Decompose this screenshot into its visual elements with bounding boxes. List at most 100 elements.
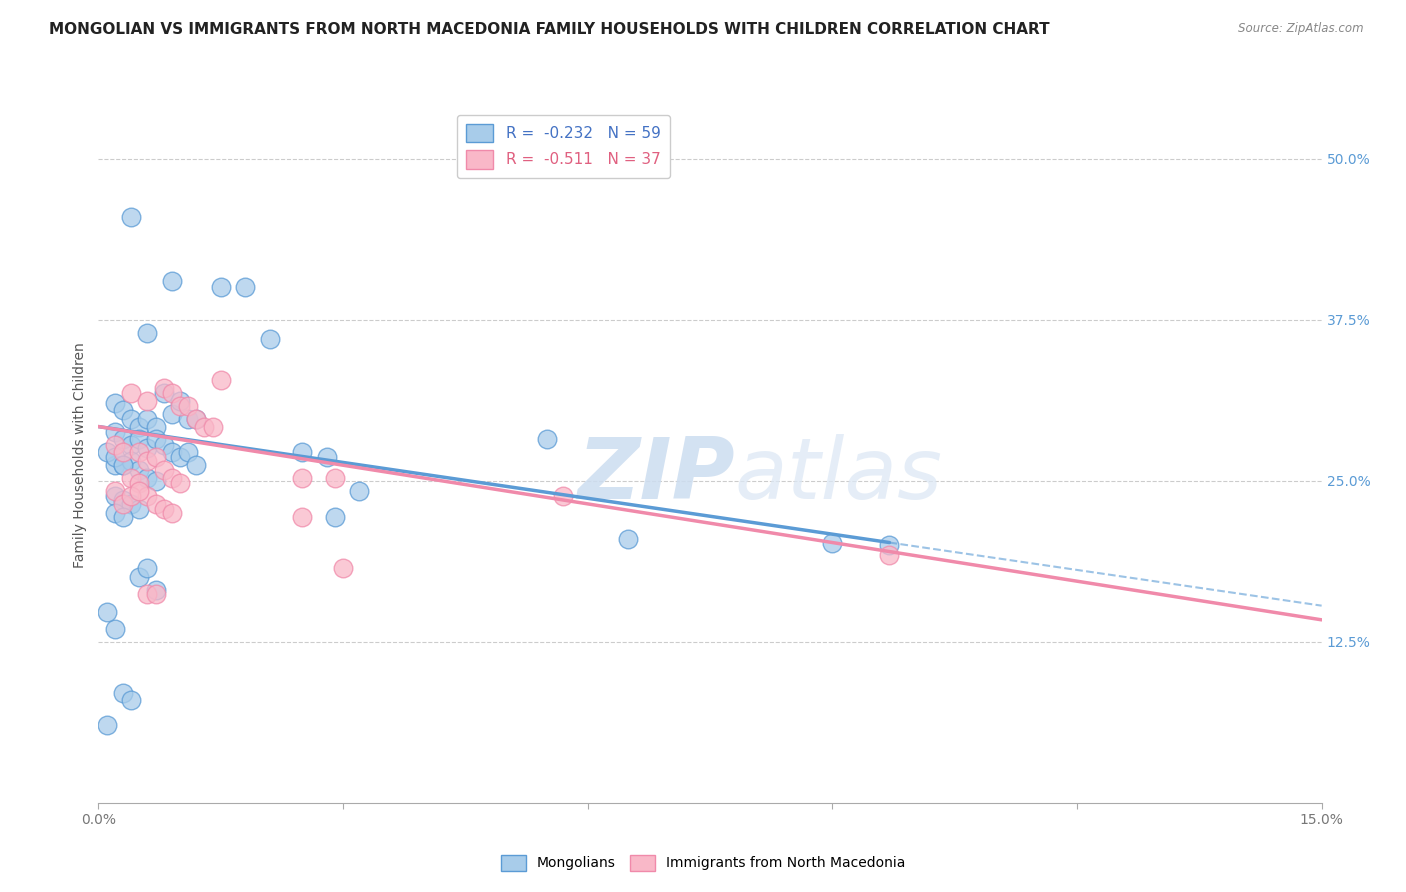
Point [120,692,142,706]
Point [128,502,150,516]
Point [323,509,346,524]
Point [169,399,191,413]
Text: atlas: atlas [734,434,942,517]
Point [111,402,134,417]
Point [152,463,174,477]
Point [128,419,150,434]
Point [145,450,167,465]
Point [323,471,346,485]
Y-axis label: Family Households with Children: Family Households with Children [73,342,87,568]
Point [104,489,127,503]
Point [145,587,167,601]
Point [136,489,159,503]
Point [186,412,208,426]
Point [186,412,208,426]
Point [177,445,200,459]
Point [553,489,575,503]
Point [104,396,127,410]
Point [120,489,142,503]
Point [152,437,174,451]
Point [111,509,134,524]
Point [536,433,558,447]
Point [169,476,191,491]
Point [617,532,640,546]
Point [291,445,314,459]
Point [120,471,142,485]
Point [111,458,134,473]
Point [104,437,127,451]
Point [120,412,142,426]
Point [177,412,200,426]
Point [136,412,159,426]
Point [152,502,174,516]
Point [186,458,208,473]
Point [104,622,127,636]
Point [145,474,167,488]
Point [111,493,134,508]
Point [104,458,127,473]
Point [193,419,215,434]
Point [169,393,191,408]
Point [136,326,159,340]
Point [120,210,142,224]
Point [145,497,167,511]
Point [152,386,174,401]
Point [120,454,142,468]
Point [136,454,159,468]
Point [120,437,142,451]
Point [169,450,191,465]
Legend: R =  -0.232   N = 59, R =  -0.511   N = 37: R = -0.232 N = 59, R = -0.511 N = 37 [457,115,669,178]
Point [160,445,183,459]
Point [128,445,150,459]
Point [111,445,134,459]
Point [128,433,150,447]
Point [291,509,314,524]
Point [201,419,224,434]
Point [104,506,127,520]
Point [96,718,118,732]
Point [128,463,150,477]
Point [104,483,127,498]
Point [120,497,142,511]
Point [136,561,159,575]
Point [879,549,901,563]
Point [145,433,167,447]
Text: ZIP: ZIP [576,434,734,517]
Point [145,583,167,598]
Point [160,471,183,485]
Point [128,570,150,584]
Point [111,433,134,447]
Point [111,497,134,511]
Point [96,605,118,619]
Point [209,373,232,387]
Point [259,332,281,346]
Text: Source: ZipAtlas.com: Source: ZipAtlas.com [1239,22,1364,36]
Point [821,535,844,549]
Point [879,538,901,552]
Point [136,471,159,485]
Point [96,445,118,459]
Point [136,442,159,456]
Point [315,450,337,465]
Point [104,425,127,439]
Point [177,399,200,413]
Point [104,450,127,465]
Point [160,407,183,421]
Text: MONGOLIAN VS IMMIGRANTS FROM NORTH MACEDONIA FAMILY HOUSEHOLDS WITH CHILDREN COR: MONGOLIAN VS IMMIGRANTS FROM NORTH MACED… [49,22,1050,37]
Point [136,587,159,601]
Point [233,280,256,294]
Point [111,686,134,700]
Point [332,561,354,575]
Point [128,483,150,498]
Point [128,476,150,491]
Point [136,393,159,408]
Point [160,386,183,401]
Point [291,471,314,485]
Legend: Mongolians, Immigrants from North Macedonia: Mongolians, Immigrants from North Macedo… [495,849,911,876]
Point [152,381,174,395]
Point [349,483,371,498]
Point [145,419,167,434]
Point [160,274,183,288]
Point [160,506,183,520]
Point [120,386,142,401]
